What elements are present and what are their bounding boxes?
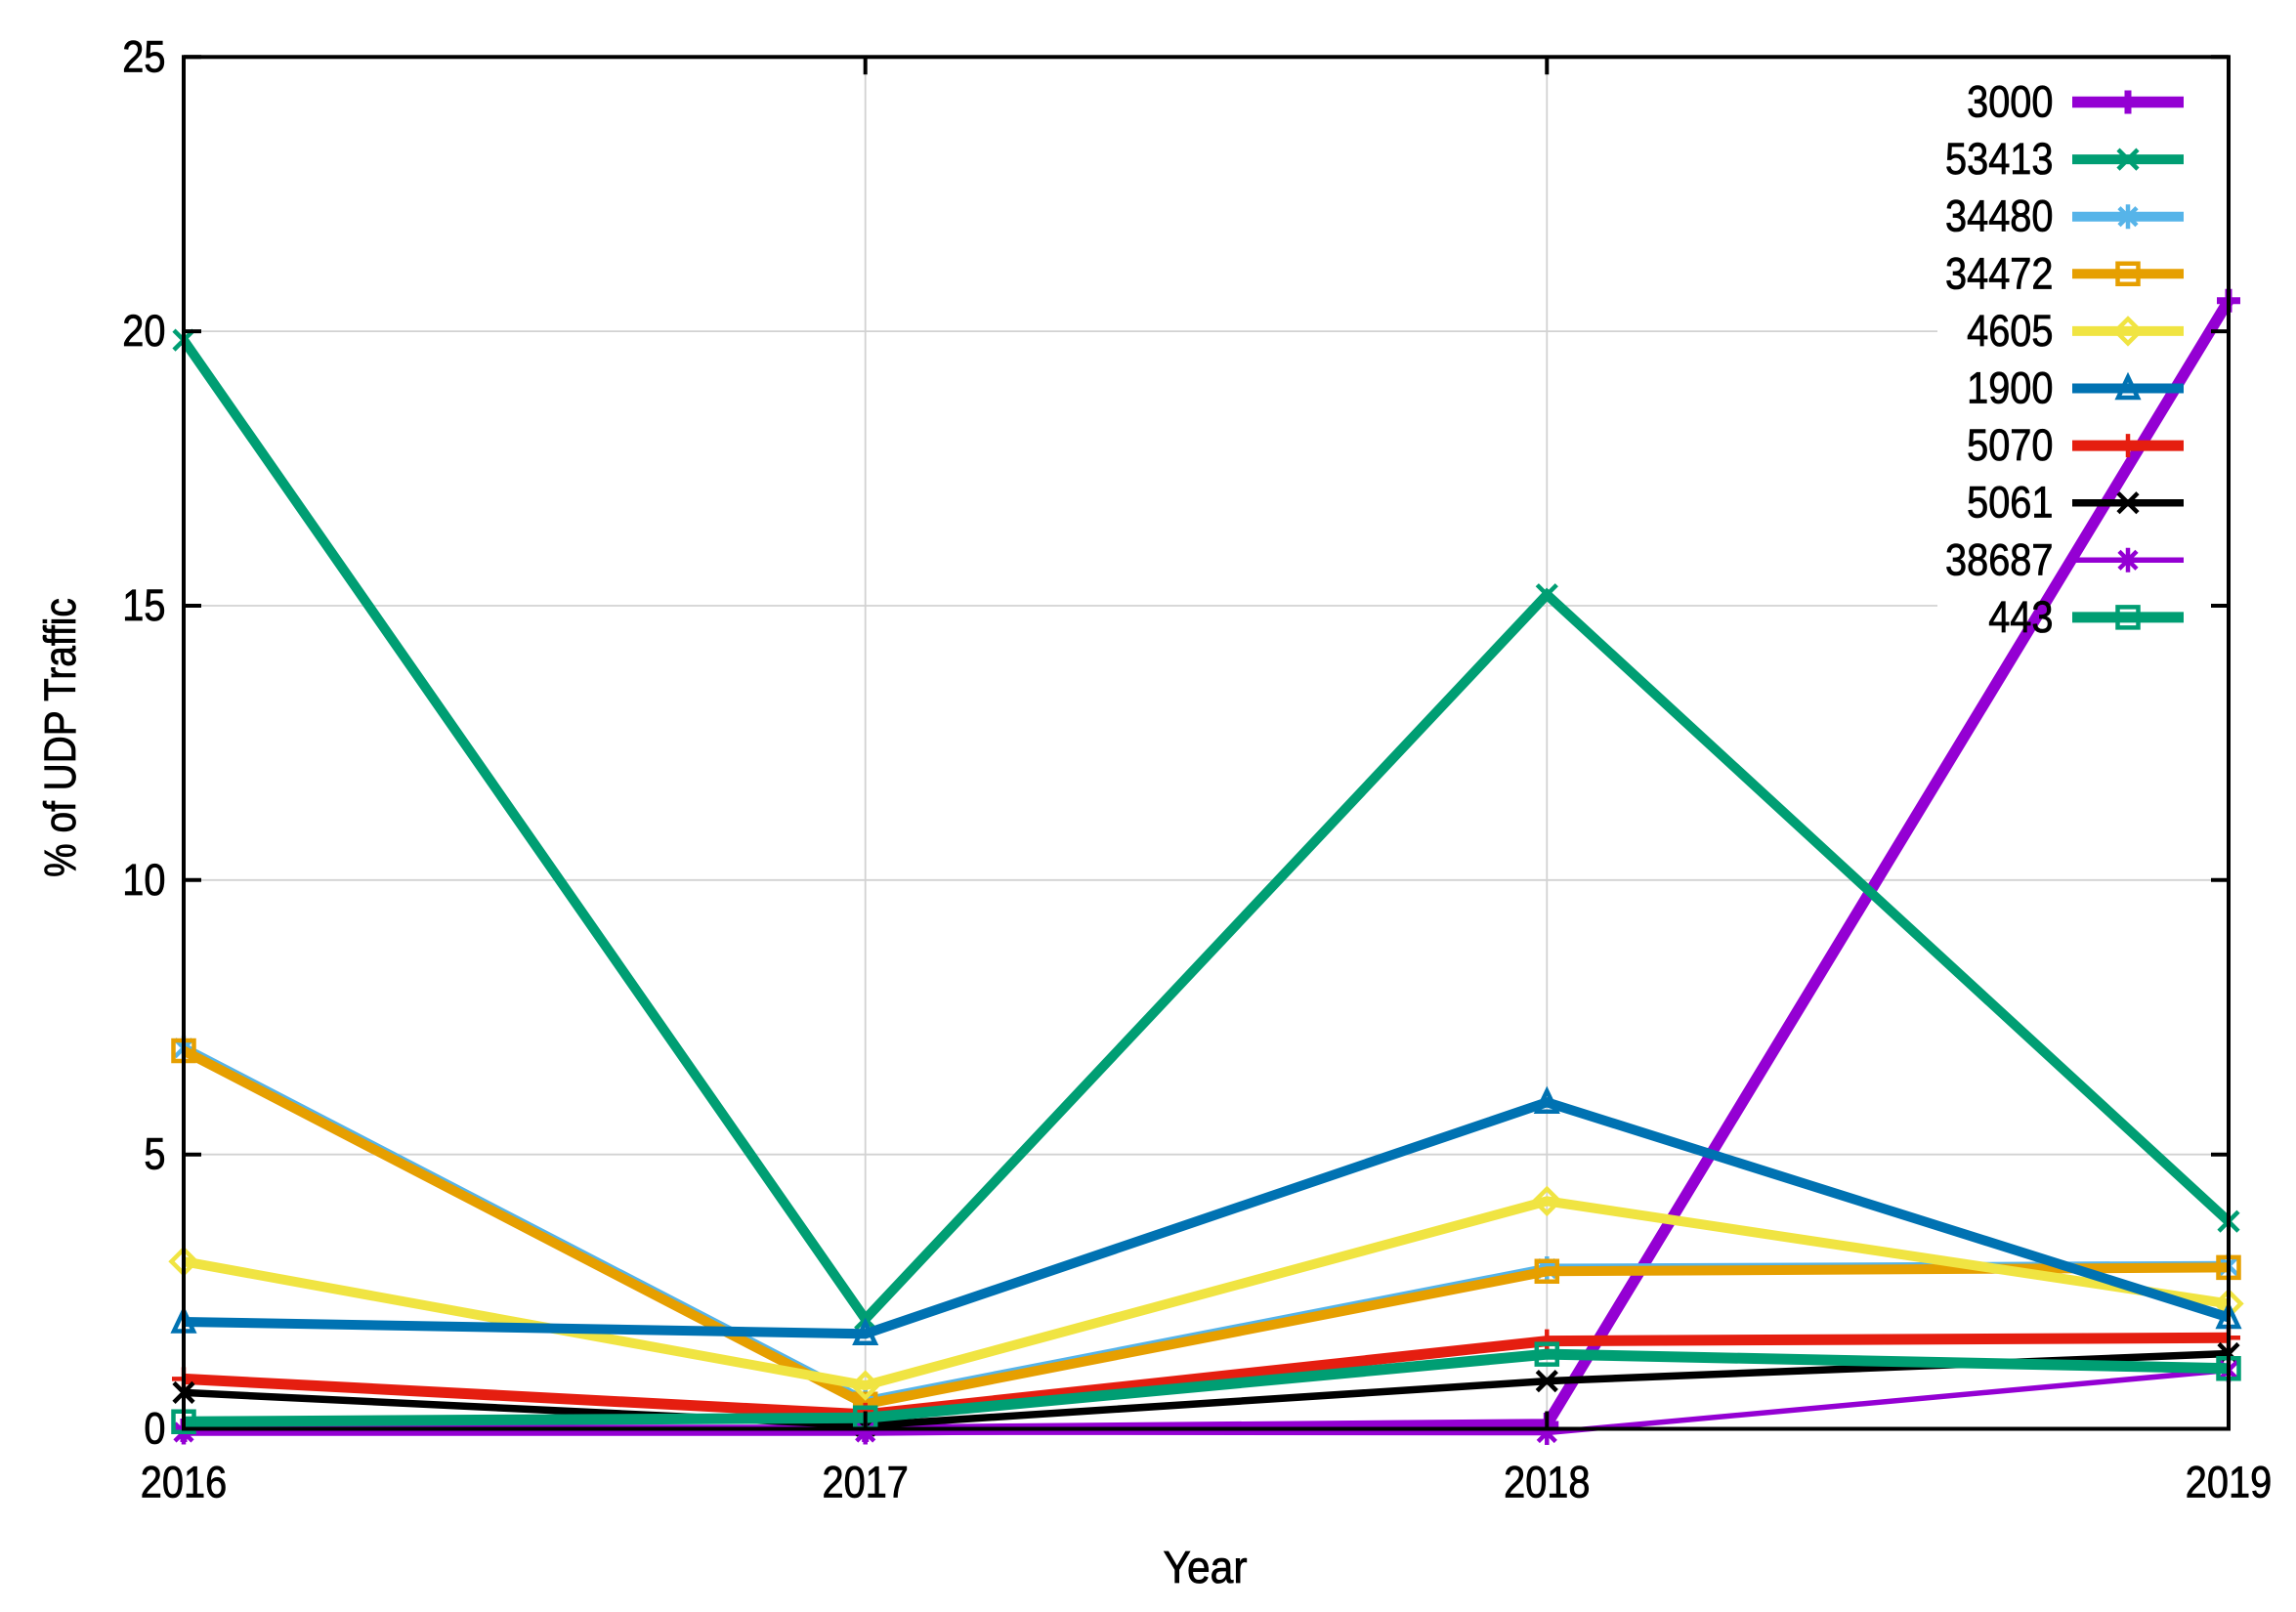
svg-text:34472: 34472 xyxy=(1945,248,2054,298)
svg-text:53413: 53413 xyxy=(1945,134,2054,184)
svg-text:2018: 2018 xyxy=(1504,1457,1590,1506)
svg-text:38687: 38687 xyxy=(1945,534,2054,584)
svg-text:3000: 3000 xyxy=(1967,77,2053,127)
svg-text:5070: 5070 xyxy=(1967,420,2053,470)
svg-text:443: 443 xyxy=(1988,592,2053,642)
svg-text:0: 0 xyxy=(144,1404,165,1454)
svg-text:Year: Year xyxy=(1164,1542,1248,1592)
svg-text:2016: 2016 xyxy=(141,1457,227,1506)
svg-text:25: 25 xyxy=(122,31,165,81)
svg-text:5: 5 xyxy=(144,1129,165,1179)
svg-text:% of UDP Traffic: % of UDP Traffic xyxy=(35,598,85,877)
svg-text:2019: 2019 xyxy=(2186,1457,2272,1506)
svg-text:15: 15 xyxy=(122,580,165,630)
svg-text:4605: 4605 xyxy=(1967,306,2053,356)
svg-text:34480: 34480 xyxy=(1945,191,2054,241)
svg-text:2017: 2017 xyxy=(823,1457,909,1506)
svg-text:1900: 1900 xyxy=(1967,363,2053,413)
svg-text:20: 20 xyxy=(122,306,165,356)
svg-text:5061: 5061 xyxy=(1967,478,2053,528)
svg-text:10: 10 xyxy=(122,855,165,905)
